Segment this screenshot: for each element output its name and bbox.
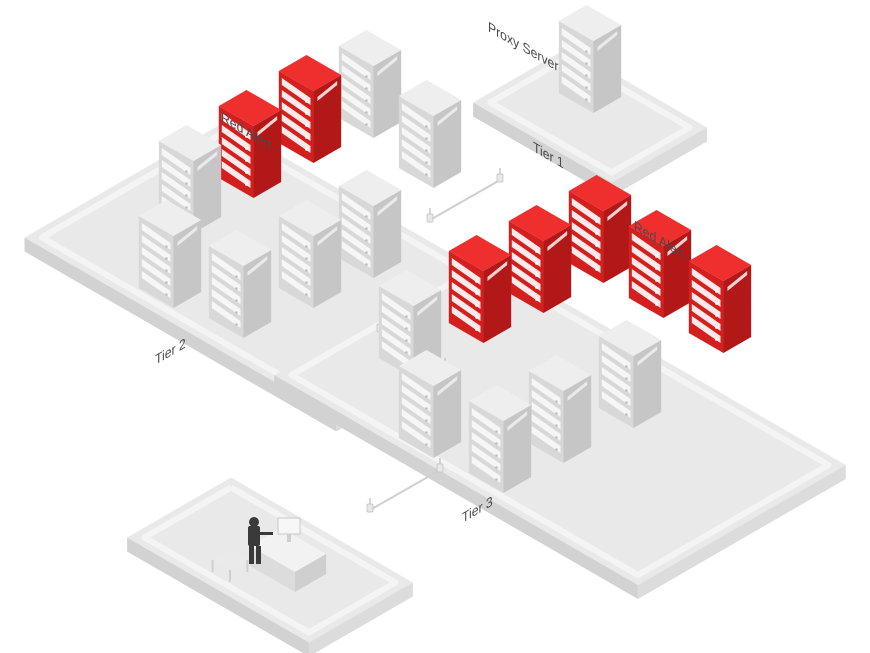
diagram-stage: Proxy Server Tier 1 Red Alert Tier 2 Red… <box>0 0 870 653</box>
diagram-svg <box>0 0 870 653</box>
